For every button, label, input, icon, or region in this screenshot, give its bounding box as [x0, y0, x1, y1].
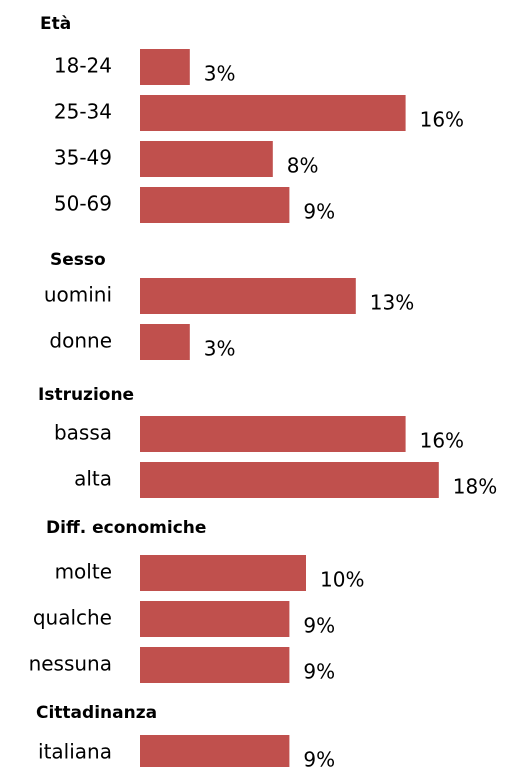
category-label: donne — [49, 329, 112, 353]
bar — [140, 462, 439, 498]
value-label: 10% — [320, 568, 364, 592]
value-label: 13% — [370, 291, 414, 315]
value-label: 3% — [204, 62, 236, 86]
category-label: italiana — [38, 740, 112, 764]
value-label: 16% — [420, 429, 464, 453]
bar — [140, 49, 190, 85]
bar — [140, 555, 306, 591]
bar — [140, 95, 406, 131]
group-title: Sesso — [50, 250, 106, 270]
bar — [140, 601, 290, 637]
category-label: 18-24 — [54, 54, 112, 78]
value-label: 9% — [303, 614, 335, 638]
category-label: nessuna — [29, 652, 112, 676]
value-label: 16% — [420, 108, 464, 132]
category-label: qualche — [33, 606, 112, 630]
bar — [140, 647, 290, 683]
category-label: alta — [74, 467, 112, 491]
value-label: 9% — [303, 748, 335, 767]
value-label: 9% — [303, 660, 335, 684]
category-label: bassa — [54, 421, 112, 445]
category-label: 25-34 — [54, 100, 112, 124]
value-label: 8% — [287, 154, 319, 178]
group-title: Cittadinanza — [36, 703, 157, 723]
bar — [140, 735, 290, 767]
bar — [140, 187, 290, 223]
category-label: uomini — [44, 283, 112, 307]
value-label: 18% — [453, 475, 497, 499]
bar — [140, 416, 406, 452]
bar — [140, 141, 273, 177]
bar — [140, 324, 190, 360]
category-label: molte — [55, 560, 112, 584]
value-label: 3% — [204, 337, 236, 361]
category-label: 35-49 — [54, 146, 112, 170]
category-label: 50-69 — [54, 192, 112, 216]
group-title: Istruzione — [38, 385, 134, 405]
group-title: Età — [40, 14, 71, 34]
group-title: Diff. economiche — [46, 518, 206, 538]
value-label: 9% — [303, 200, 335, 224]
bar — [140, 278, 356, 314]
